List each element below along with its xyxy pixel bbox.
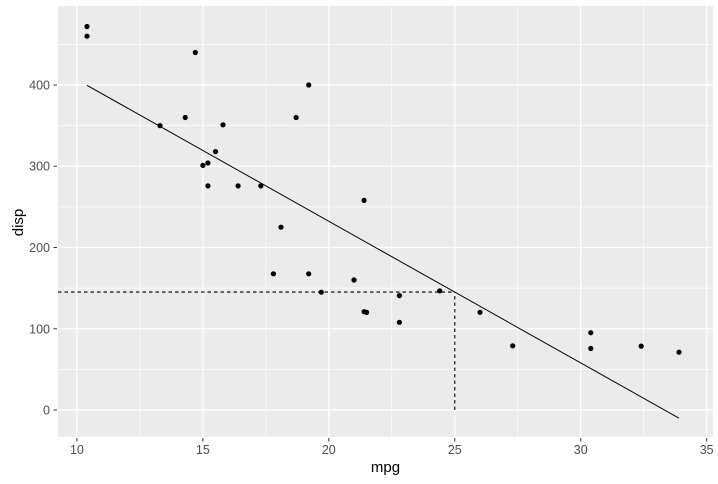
x-tick-label: 35	[700, 443, 714, 457]
data-point	[293, 114, 299, 121]
data-point	[318, 289, 324, 295]
panel-background	[58, 6, 713, 437]
data-point	[306, 271, 312, 277]
data-point	[235, 183, 241, 189]
data-point	[588, 345, 594, 352]
minor-gridlines	[58, 6, 713, 437]
data-point	[200, 162, 206, 168]
axis-tick-marks	[53, 84, 708, 442]
data-point	[396, 293, 402, 299]
y-tick-label: 100	[29, 322, 50, 336]
axis-tick-labels: 10 15 20 25 30 35 0 100 200 300 400	[29, 78, 714, 457]
data-point	[676, 349, 682, 355]
data-point	[84, 33, 90, 39]
data-point	[638, 343, 644, 349]
y-tick-label: 0	[43, 404, 50, 418]
data-point	[205, 160, 211, 166]
y-tick-label: 400	[29, 78, 50, 92]
data-point	[220, 122, 226, 128]
data-point	[84, 23, 90, 30]
data-point	[351, 277, 357, 283]
y-tick-label: 200	[29, 241, 50, 255]
data-point	[361, 197, 367, 203]
data-points	[84, 23, 682, 355]
x-tick-label: 30	[574, 443, 588, 457]
data-point	[258, 183, 264, 189]
data-point	[278, 224, 284, 230]
data-point	[157, 123, 163, 129]
y-tick-label: 300	[29, 160, 50, 174]
data-point	[361, 309, 367, 315]
data-point	[192, 49, 198, 56]
data-point	[477, 309, 483, 315]
x-axis-title: mpg	[370, 459, 401, 476]
x-tick-label: 15	[196, 443, 210, 457]
data-point	[437, 288, 443, 294]
data-point	[306, 82, 312, 88]
x-tick-label: 25	[448, 443, 462, 457]
data-point	[396, 319, 402, 325]
data-point	[205, 183, 211, 189]
y-axis-title: disp	[10, 208, 27, 237]
x-tick-label: 10	[70, 443, 84, 457]
data-point	[212, 149, 219, 155]
regression-line	[86, 84, 680, 419]
dashed-guides	[58, 291, 456, 411]
data-point	[270, 271, 276, 277]
data-point	[182, 114, 188, 121]
data-point	[510, 343, 516, 349]
x-tick-label: 20	[322, 443, 336, 457]
data-point	[588, 330, 594, 336]
